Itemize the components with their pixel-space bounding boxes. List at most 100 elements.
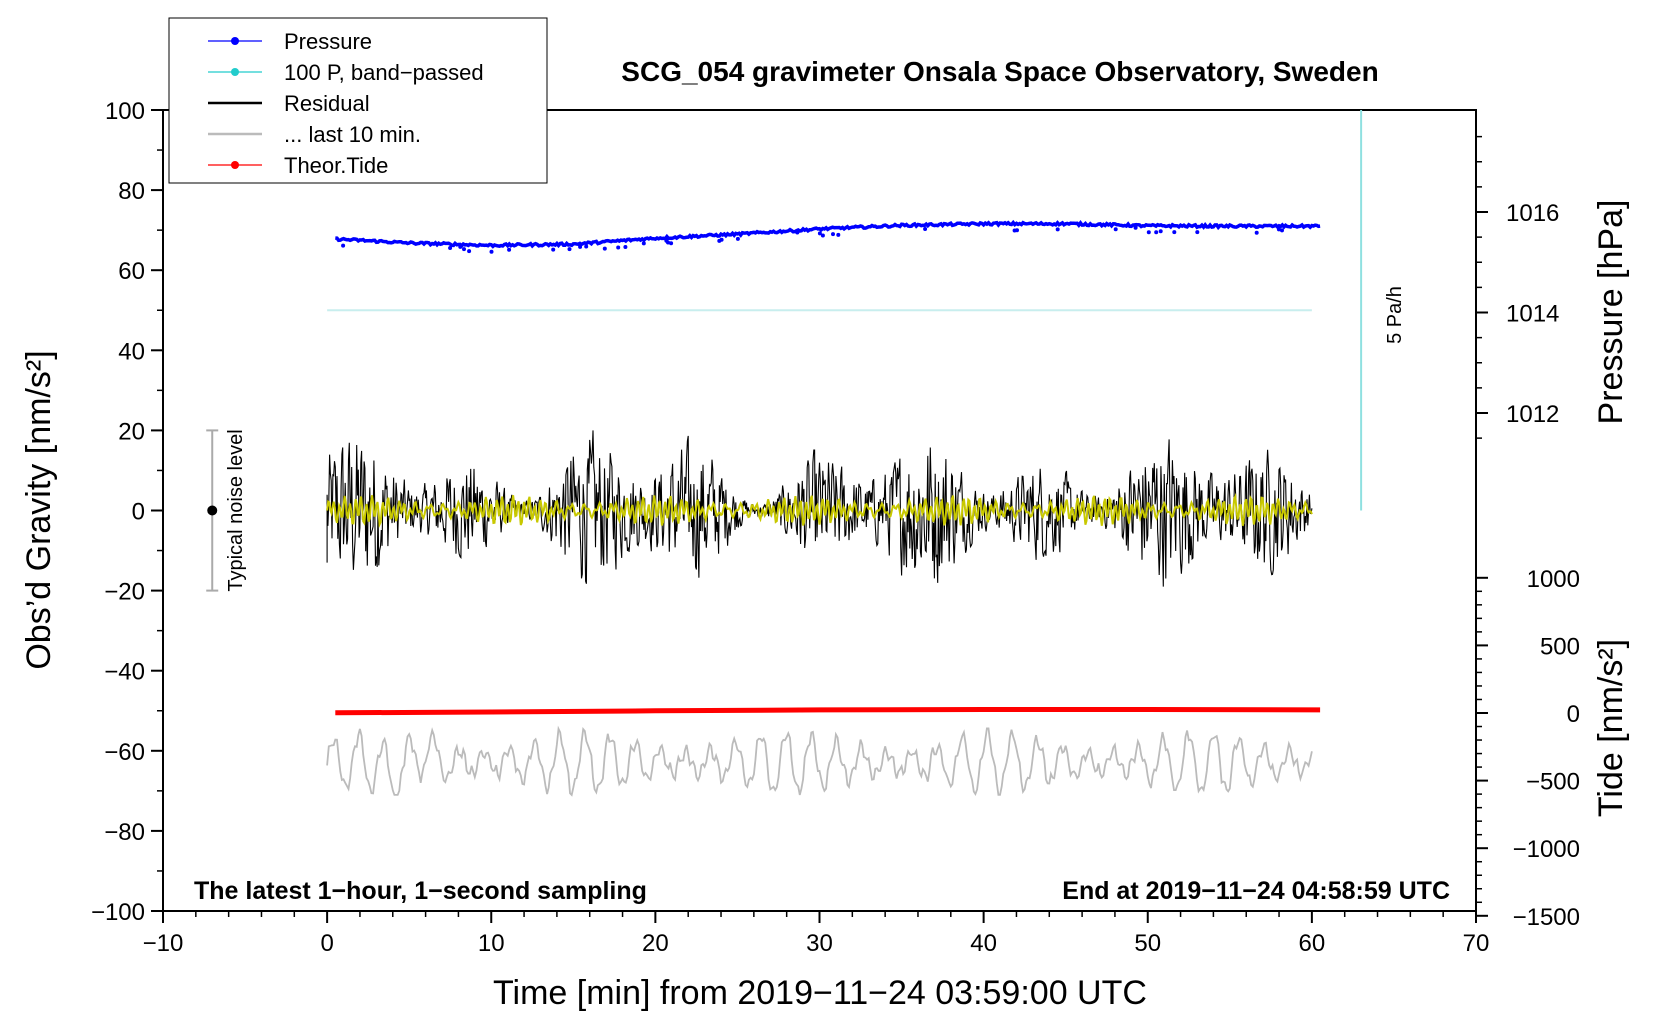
legend-item: 100 P, band−passed: [208, 60, 484, 85]
pressure-tick-label: 1012: [1506, 401, 1559, 428]
pressure-outlier-point: [467, 249, 472, 254]
pressure-outlier-point: [578, 244, 583, 249]
pressure-outlier-point: [567, 247, 572, 252]
noise-level-label: Typical noise level: [225, 429, 247, 591]
y-tick-label: 40: [118, 338, 145, 365]
legend: Pressure 100 P, band−passed Residual ... la…: [168, 17, 548, 184]
legend-label: 100 P, band−passed: [284, 60, 484, 85]
pressure-outlier-point: [1172, 230, 1177, 235]
x-tick-label: 10: [478, 930, 505, 957]
x-tick-label: −10: [143, 930, 184, 957]
pressure-outlier-point: [641, 241, 646, 246]
pressure-outlier-point: [341, 243, 346, 248]
pressure-outlier-point: [1055, 227, 1060, 232]
pressure-outlier-point: [1254, 230, 1259, 235]
y-tick-label: 60: [118, 258, 145, 285]
legend-item: Pressure: [208, 29, 372, 54]
x-tick-label: 0: [320, 930, 333, 957]
y-axis-tide: −1500 −1000 −500 0 500 1000: [1476, 566, 1580, 931]
pressure-tick-label: 1016: [1506, 200, 1559, 227]
chart-title: SCG_054 gravimeter Onsala Space Observat…: [621, 56, 1378, 87]
y-tick-label: −40: [104, 659, 145, 686]
pressure-outlier-point: [1154, 230, 1159, 235]
legend-label: Residual: [284, 91, 370, 116]
legend-label: ... last 10 min.: [284, 122, 421, 147]
y-tick-label: 20: [118, 418, 145, 445]
pressure-outlier-point: [1280, 228, 1284, 233]
y-axis-label-pressure: Pressure [hPa]: [1592, 200, 1630, 425]
pressure-outlier-point: [1015, 228, 1019, 233]
pressure-outlier-point: [795, 230, 800, 235]
pressure-outlier-point: [717, 238, 722, 243]
x-tick-label: 30: [806, 930, 833, 957]
pressure-outlier-point: [1276, 227, 1281, 232]
legend-item: Theor.Tide: [208, 153, 388, 178]
pressure-outlier-point: [1146, 230, 1151, 235]
pressure-outlier-point: [817, 231, 822, 236]
tide-tick-label: 0: [1567, 701, 1580, 728]
pressure-outlier-point: [602, 246, 607, 251]
y-tick-label: −20: [104, 579, 145, 606]
pressure-outlier-point: [831, 232, 835, 237]
x-tick-label: 40: [970, 930, 997, 957]
y-tick-label: −100: [91, 899, 145, 926]
y-tick-label: 80: [118, 178, 145, 205]
rate-label: 5 Pa/h: [1384, 286, 1406, 344]
legend-swatch-marker: [231, 161, 239, 169]
tide-tick-label: −1000: [1513, 836, 1580, 863]
pressure-outlier-point: [623, 245, 628, 249]
pressure-outlier-point: [507, 247, 512, 252]
pressure-line: [335, 219, 1321, 249]
tide-tick-label: 1000: [1527, 566, 1580, 593]
y-axis-label-tide: Tide [nm/s²]: [1592, 639, 1630, 817]
pressure-outlier-point: [616, 245, 621, 250]
pressure-outlier-point: [820, 233, 825, 238]
pressure-outlier-point: [551, 247, 556, 252]
footer-sampling-note: The latest 1−hour, 1−second sampling: [194, 877, 647, 905]
legend-label: Pressure: [284, 29, 372, 54]
residual-smoothed-line: [326, 492, 1313, 529]
theoretical-tide-line: [335, 707, 1321, 716]
pressure-tick-label: 1014: [1506, 301, 1559, 328]
footer-end-time: End at 2019−11−24 04:58:59 UTC: [1062, 877, 1450, 905]
pressure-outlier-point: [462, 247, 466, 252]
tide-tick-label: −500: [1526, 769, 1580, 796]
x-tick-label: 70: [1463, 930, 1490, 957]
legend-label: Theor.Tide: [284, 153, 388, 178]
pressure-outlier-point: [1113, 227, 1118, 232]
y-axis-gravity: −100 −80 −60 −40 −20 0 20 40 60 80 100: [91, 98, 163, 926]
y-tick-label: −60: [104, 739, 145, 766]
legend-item: Residual: [208, 91, 370, 116]
pressure-outlier-point: [923, 227, 928, 231]
y-axis-pressure: 1012 1014 1016: [1476, 135, 1559, 439]
legend-item: ... last 10 min.: [208, 122, 421, 147]
x-axis-label: Time [min] from 2019−11−24 03:59:00 UTC: [493, 974, 1147, 1012]
pressure-outlier-point: [1195, 230, 1200, 235]
pressure-outlier-point: [836, 232, 841, 237]
y-tick-label: 0: [132, 499, 145, 526]
x-tick-label: 60: [1299, 930, 1326, 957]
noise-level-dot: [207, 505, 218, 516]
pressure-outlier-point: [489, 249, 494, 254]
pressure-outlier-point: [584, 244, 589, 249]
x-tick-label: 50: [1134, 930, 1161, 957]
last-10-min-line: [326, 725, 1313, 797]
tide-tick-label: −1500: [1513, 904, 1580, 931]
pressure-outlier-point: [1133, 225, 1138, 230]
pressure-series: [335, 219, 1321, 254]
residual-line: [326, 430, 1313, 587]
y-axis-label-left: Obs’d Gravity [nm/s²]: [20, 350, 58, 669]
legend-swatch-marker: [231, 37, 239, 45]
pressure-outlier-point: [448, 246, 453, 250]
legend-box: [168, 17, 548, 184]
y-tick-label: −80: [104, 819, 145, 846]
pressure-outlier-point: [666, 240, 670, 245]
x-axis: −10 0 10 20 30 40 50 60 70: [143, 911, 1490, 957]
pressure-outlier-point: [735, 236, 740, 241]
tide-tick-label: 500: [1540, 633, 1580, 660]
y-tick-label: 100: [105, 98, 145, 125]
pressure-outlier-point: [458, 244, 463, 249]
pressure-outlier-point: [1158, 229, 1163, 234]
x-tick-label: 20: [642, 930, 669, 957]
